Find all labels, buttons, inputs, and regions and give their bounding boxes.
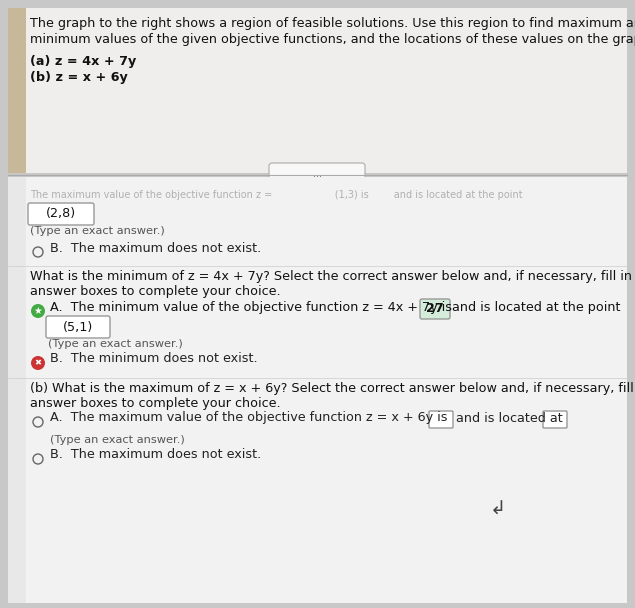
Text: B.  The maximum does not exist.: B. The maximum does not exist. <box>50 449 261 461</box>
Text: ...: ... <box>312 169 321 179</box>
Text: ✖: ✖ <box>34 359 41 367</box>
Text: ↲: ↲ <box>490 500 506 519</box>
Text: answer boxes to complete your choice.: answer boxes to complete your choice. <box>30 397 281 410</box>
Text: (Type an exact answer.): (Type an exact answer.) <box>30 226 164 236</box>
Circle shape <box>31 304 45 318</box>
Text: ★: ★ <box>34 306 43 316</box>
Text: (5,1): (5,1) <box>63 320 93 334</box>
Text: minimum values of the given objective functions, and the locations of these valu: minimum values of the given objective fu… <box>30 33 635 46</box>
FancyBboxPatch shape <box>8 177 627 603</box>
Circle shape <box>31 356 45 370</box>
FancyBboxPatch shape <box>8 8 26 173</box>
Text: (b) z = x + 6y: (b) z = x + 6y <box>30 71 128 84</box>
Text: answer boxes to complete your choice.: answer boxes to complete your choice. <box>30 285 281 298</box>
Text: What is the minimum of z = 4x + 7y? Select the correct answer below and, if nece: What is the minimum of z = 4x + 7y? Sele… <box>30 270 635 283</box>
Text: (2,8): (2,8) <box>46 207 76 221</box>
Text: and is located at: and is located at <box>456 412 563 424</box>
Text: (a) z = 4x + 7y: (a) z = 4x + 7y <box>30 55 137 68</box>
FancyBboxPatch shape <box>8 177 26 603</box>
FancyBboxPatch shape <box>543 411 567 428</box>
Text: B.  The maximum does not exist.: B. The maximum does not exist. <box>50 241 261 255</box>
FancyBboxPatch shape <box>8 8 627 173</box>
Text: The maximum value of the objective function z =                    (1,3) is     : The maximum value of the objective funct… <box>30 190 523 200</box>
FancyBboxPatch shape <box>269 163 365 185</box>
Text: The graph to the right shows a region of feasible solutions. Use this region to : The graph to the right shows a region of… <box>30 17 635 30</box>
FancyBboxPatch shape <box>46 316 110 338</box>
Text: and is located at the point: and is located at the point <box>452 300 620 314</box>
FancyBboxPatch shape <box>429 411 453 428</box>
Text: A.  The minimum value of the objective function z = 4x + 7y is: A. The minimum value of the objective fu… <box>50 300 452 314</box>
FancyBboxPatch shape <box>420 299 450 319</box>
Text: A.  The maximum value of the objective function z = x + 6y is: A. The maximum value of the objective fu… <box>50 412 448 424</box>
Text: (Type an exact answer.): (Type an exact answer.) <box>50 435 185 445</box>
Text: B.  The minimum does not exist.: B. The minimum does not exist. <box>50 353 258 365</box>
FancyBboxPatch shape <box>28 203 94 225</box>
Text: 27: 27 <box>426 303 444 316</box>
Text: (b) What is the maximum of z = x + 6y? Select the correct answer below and, if n: (b) What is the maximum of z = x + 6y? S… <box>30 382 635 395</box>
Text: (Type an exact answer.): (Type an exact answer.) <box>48 339 183 349</box>
